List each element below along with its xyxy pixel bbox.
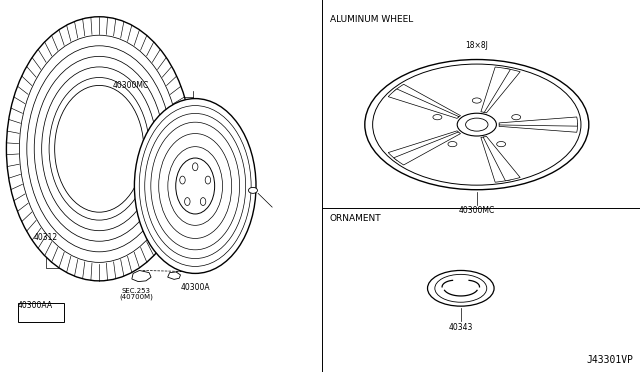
Polygon shape (394, 132, 461, 165)
Polygon shape (481, 67, 511, 112)
Polygon shape (132, 270, 151, 282)
Text: ALUMINUM WHEEL: ALUMINUM WHEEL (330, 15, 413, 24)
Text: 40300MC: 40300MC (459, 206, 495, 215)
Polygon shape (483, 137, 520, 181)
Text: 40300AA: 40300AA (18, 301, 53, 310)
Text: 18×8J: 18×8J (465, 41, 488, 50)
Ellipse shape (435, 275, 487, 302)
Ellipse shape (176, 158, 214, 214)
Ellipse shape (428, 270, 494, 306)
Circle shape (497, 141, 506, 147)
Ellipse shape (180, 176, 185, 184)
Circle shape (472, 98, 481, 103)
Text: 40312: 40312 (34, 232, 58, 241)
Polygon shape (499, 123, 577, 132)
Ellipse shape (205, 176, 211, 184)
Polygon shape (499, 117, 577, 126)
Polygon shape (388, 89, 459, 118)
Text: (40700M): (40700M) (120, 294, 153, 300)
Polygon shape (394, 84, 461, 117)
Ellipse shape (193, 163, 198, 171)
Text: 40300MC: 40300MC (113, 81, 149, 90)
Text: 40224: 40224 (200, 148, 225, 157)
Polygon shape (388, 131, 459, 160)
Polygon shape (481, 137, 511, 182)
Circle shape (372, 64, 581, 185)
Circle shape (457, 113, 497, 136)
Text: 40300A: 40300A (180, 283, 210, 292)
Text: ORNAMENT: ORNAMENT (330, 214, 381, 223)
Ellipse shape (184, 198, 190, 205)
Circle shape (448, 141, 457, 147)
Circle shape (433, 115, 442, 120)
Ellipse shape (6, 17, 192, 281)
Circle shape (466, 118, 488, 131)
Polygon shape (483, 68, 520, 113)
Ellipse shape (200, 198, 206, 205)
Ellipse shape (248, 187, 257, 193)
Ellipse shape (134, 99, 256, 273)
Polygon shape (168, 272, 180, 279)
Bar (18, 303, 64, 322)
Text: 40343: 40343 (449, 323, 473, 332)
Text: J43301VP: J43301VP (587, 355, 634, 365)
Circle shape (365, 60, 589, 190)
Ellipse shape (54, 86, 144, 212)
Circle shape (512, 115, 521, 120)
Text: SEC.253: SEC.253 (122, 288, 151, 294)
